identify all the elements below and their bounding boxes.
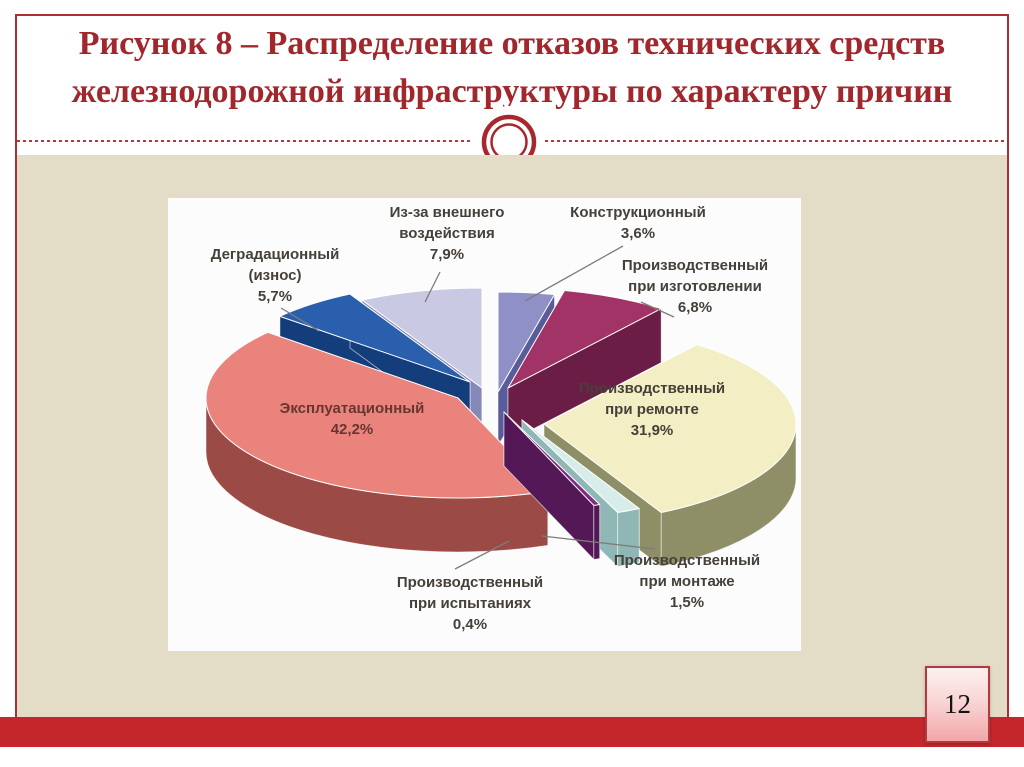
page-number-badge: 12: [925, 666, 990, 743]
pie-slice-top: [521, 419, 640, 514]
pie-slice-outer-wall: [617, 508, 640, 567]
pie-slice-top: [507, 290, 662, 389]
leader-line-mounting: [541, 535, 656, 550]
pie-slice-top: [543, 344, 797, 514]
page-number: 12: [944, 689, 971, 719]
pie-chart-panel: Конструкционный 3,6% Производственный при и…: [168, 198, 801, 651]
pie-slice-top: [205, 331, 549, 499]
pie-slice-top: [279, 293, 471, 383]
leader-line-testing: [454, 540, 510, 570]
slide-frame-left: [15, 14, 17, 717]
leader-line-degradation: [280, 307, 320, 332]
slide-frame-top: [15, 14, 1009, 16]
footer-bar: [0, 717, 1024, 747]
pie-slice-top: [361, 287, 483, 389]
leader-line-manufacturing: [640, 301, 675, 318]
content-area: Конструкционный 3,6% Производственный при и…: [17, 155, 1007, 717]
slide-title: Рисунок 8 – Распределение отказов технич…: [17, 20, 1007, 116]
slide-title-line-1: Рисунок 8 – Распределение отказов технич…: [78, 25, 946, 62]
pie-chart: [205, 245, 797, 570]
slide-title-line-2: железнодорожной инфраструктуры по характ…: [71, 73, 953, 110]
pie-slice-operational: [205, 331, 549, 553]
pie-slice-top: [497, 291, 556, 393]
pie-slice-outer-wall: [593, 504, 601, 560]
leader-line-external: [424, 271, 441, 303]
leader-lines: [280, 245, 675, 570]
pie-slice-testing: [503, 411, 601, 561]
leader-line-constructional: [524, 245, 624, 302]
slide-frame-right: [1007, 14, 1009, 717]
pie-slice-manufacturing: [507, 289, 662, 444]
pie-slice-top: [503, 411, 601, 506]
